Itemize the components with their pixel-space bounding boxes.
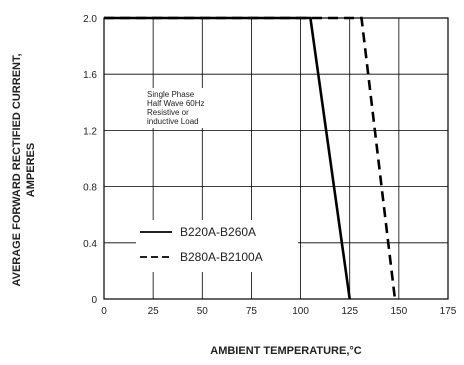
x-tick-label: 50 [197, 306, 209, 317]
plot-frame [103, 17, 449, 300]
y-tick-label: 0.4 [83, 239, 97, 250]
x-tick-label: 25 [148, 306, 160, 317]
x-axis-title: AMBIENT TEMPERATURE,°C [210, 345, 362, 357]
x-tick-label: 0 [101, 306, 107, 317]
legend-background [136, 220, 298, 272]
y-tick-label: 0 [91, 295, 97, 306]
annotation-line: Half Wave 60Hz [147, 99, 205, 108]
annotation-line: inductive Load [147, 117, 199, 126]
y-tick-label: 1.6 [83, 70, 97, 81]
legend: B220A-B260A B280A-B2100A [136, 220, 298, 272]
y-tick-label: 0.8 [83, 183, 97, 194]
x-tick-label: 175 [440, 306, 457, 317]
annotation-line: Resistive or [147, 108, 189, 117]
y-tick-label: 2.0 [83, 14, 97, 25]
x-tick-labels: 0 25 50 75 100 125 150 175 [101, 306, 457, 317]
legend-label: B220A-B260A [180, 225, 256, 239]
annotation-line: Single Phase [147, 90, 195, 99]
x-tick-label: 100 [292, 306, 309, 317]
y-tick-label: 1.2 [83, 126, 97, 137]
y-tick-labels: 0 0.4 0.8 1.2 1.6 2.0 [83, 14, 97, 306]
legend-label: B280A-B2100A [180, 250, 263, 264]
x-tick-label: 150 [391, 306, 408, 317]
y-axis-title: AVERAGE FORWARD RECTIFIED CURRENT, AMPERE… [11, 53, 37, 286]
x-tick-label: 125 [341, 306, 358, 317]
x-tick-label: 75 [246, 306, 258, 317]
annotation-background [145, 88, 227, 128]
